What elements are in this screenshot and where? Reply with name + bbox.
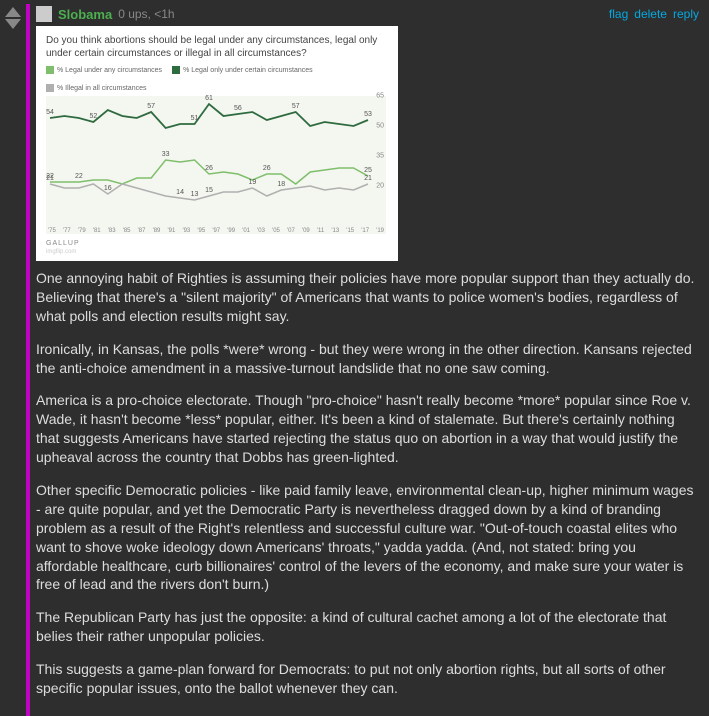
data-label: 53 (364, 111, 372, 118)
data-label: 54 (46, 109, 54, 116)
reply-link[interactable]: reply (673, 7, 699, 21)
upvote-arrow-icon[interactable] (5, 7, 21, 17)
data-label: 56 (234, 105, 242, 112)
data-label: 52 (89, 113, 97, 120)
comment-body: Slobama 0 ups, <1h flag delete reply Do … (26, 4, 703, 716)
x-tick-label: '93 (182, 228, 190, 234)
legend-item: % Legal under any circumstances (46, 66, 162, 74)
x-tick-label: '89 (153, 228, 161, 234)
x-tick-label: '81 (93, 228, 101, 234)
legend-swatch-icon (46, 84, 54, 92)
x-tick-label: '09 (302, 228, 310, 234)
downvote-arrow-icon[interactable] (5, 19, 21, 29)
comment-paragraph: This suggests a game-plan forward for De… (36, 660, 695, 698)
comment-paragraph: The Republican Party has just the opposi… (36, 608, 695, 646)
chart-watermark: imgflip.com (46, 249, 388, 255)
comment-paragraph: America is a pro-choice electorate. Thou… (36, 391, 695, 467)
y-tick-label: 35 (376, 153, 384, 160)
legend-label: % Legal only under certain circumstances (183, 67, 313, 74)
x-tick-label: '87 (138, 228, 146, 234)
data-label: 16 (104, 185, 112, 192)
comment-header: Slobama 0 ups, <1h flag delete reply (36, 4, 703, 26)
x-tick-label: '75 (48, 228, 56, 234)
x-tick-label: '07 (287, 228, 295, 234)
y-tick-label: 65 (376, 93, 384, 100)
data-label: 18 (277, 181, 285, 188)
data-label: 61 (205, 95, 213, 102)
data-label: 26 (263, 165, 271, 172)
data-label: 57 (292, 103, 300, 110)
data-label: 21 (46, 175, 54, 182)
x-tick-label: '01 (242, 228, 250, 234)
legend-item: % Illegal in all circumstances (46, 84, 146, 92)
chart-title: Do you think abortions should be legal u… (46, 34, 388, 60)
data-label: 13 (191, 191, 199, 198)
x-tick-label: '97 (212, 228, 220, 234)
data-label: 25 (364, 167, 372, 174)
data-label: 19 (248, 179, 256, 186)
avatar[interactable] (36, 6, 52, 22)
x-tick-label: '15 (346, 228, 354, 234)
comment-meta: 0 ups, <1h (118, 7, 174, 21)
chart-legend: % Legal under any circumstances % Legal o… (46, 66, 388, 92)
y-tick-label: 20 (376, 183, 384, 190)
comment-paragraph: One annoying habit of Righties is assumi… (36, 269, 695, 326)
delete-link[interactable]: delete (634, 7, 667, 21)
y-tick-label: 50 (376, 123, 384, 130)
data-label: 14 (176, 189, 184, 196)
comment-paragraph: Ironically, in Kansas, the polls *were* … (36, 340, 695, 378)
chart-source: GALLUP (46, 240, 388, 247)
data-label: 26 (205, 165, 213, 172)
data-label: 22 (75, 173, 83, 180)
username-link[interactable]: Slobama (58, 7, 112, 22)
legend-label: % Illegal in all circumstances (57, 85, 146, 92)
x-tick-label: '77 (63, 228, 71, 234)
x-tick-label: '79 (78, 228, 86, 234)
x-tick-label: '85 (123, 228, 131, 234)
data-label: 21 (364, 175, 372, 182)
legend-swatch-icon (46, 66, 54, 74)
x-tick-label: '19 (376, 228, 384, 234)
legend-item: % Legal only under certain circumstances (172, 66, 313, 74)
comment-actions: flag delete reply (609, 7, 703, 21)
embedded-chart: Do you think abortions should be legal u… (36, 26, 398, 261)
x-tick-label: '11 (317, 228, 324, 234)
legend-label: % Legal under any circumstances (57, 67, 162, 74)
x-tick-label: '05 (272, 228, 280, 234)
chart-plot-area: 6550352022255453212157565152615733262226… (46, 96, 386, 226)
flag-link[interactable]: flag (609, 7, 628, 21)
chart-x-axis: '75 '77 '79 '81 '83 '85 '87 '89 '91 '93 '95 '97 '99 '… (46, 226, 386, 234)
x-tick-label: '91 (168, 228, 176, 234)
data-label: 57 (147, 103, 155, 110)
data-label: 15 (205, 187, 213, 194)
x-tick-label: '17 (361, 228, 369, 234)
data-label: 51 (191, 115, 199, 122)
comment-text: One annoying habit of Righties is assumi… (36, 261, 703, 716)
comment-paragraph: Other specific Democratic policies - lik… (36, 481, 695, 594)
x-tick-label: '83 (108, 228, 116, 234)
x-tick-label: '99 (227, 228, 235, 234)
x-tick-label: '95 (197, 228, 205, 234)
x-tick-label: '13 (331, 228, 339, 234)
data-label: 33 (162, 151, 170, 158)
x-tick-label: '03 (257, 228, 265, 234)
comment-container: Slobama 0 ups, <1h flag delete reply Do … (0, 0, 709, 716)
vote-column (4, 4, 22, 716)
legend-swatch-icon (172, 66, 180, 74)
